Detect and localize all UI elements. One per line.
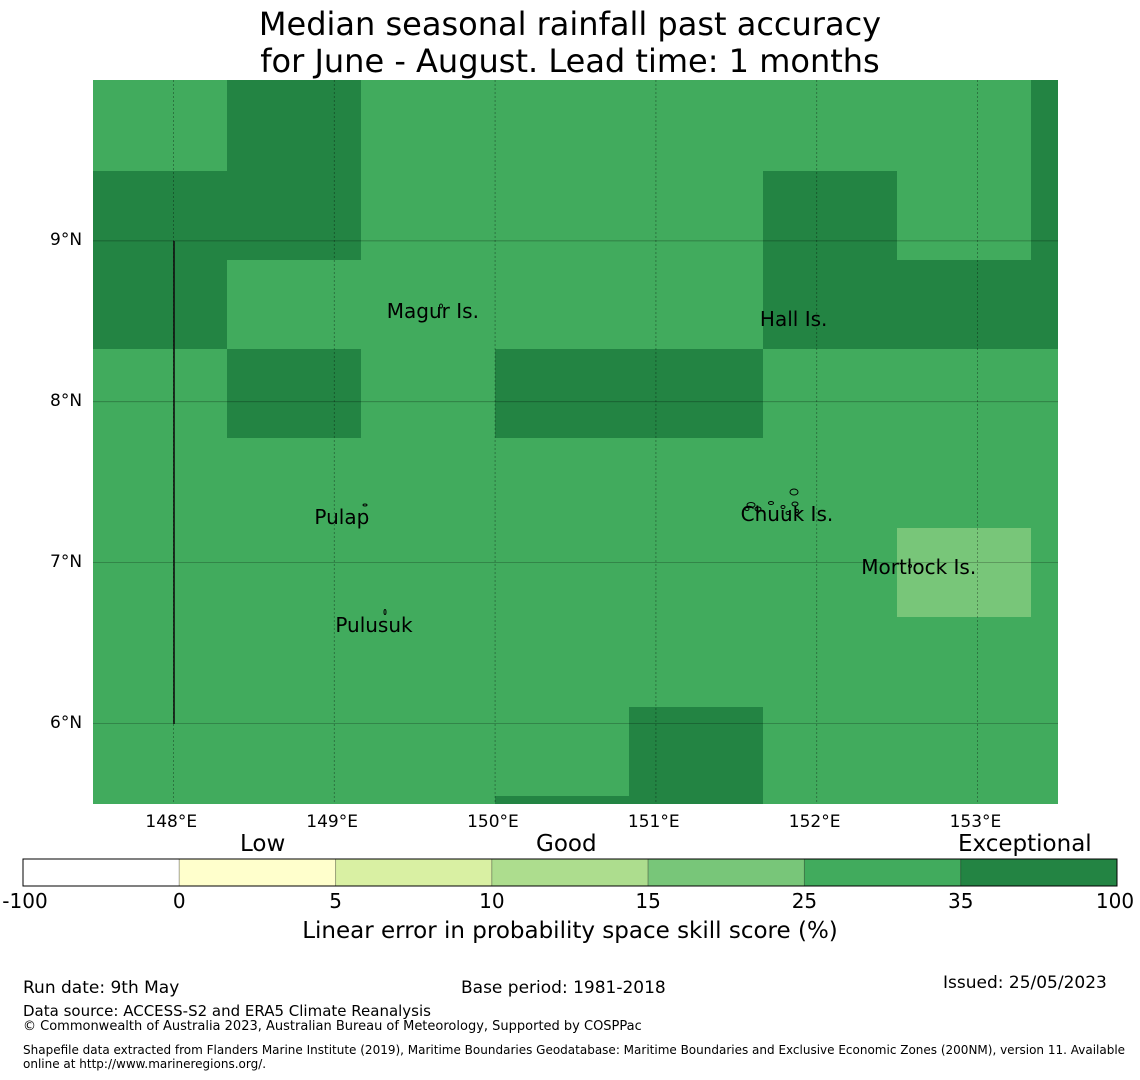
map-title-line-2: for June - August. Lead time: 1 months [260, 42, 880, 80]
skill-cell-exceptional-9 [495, 796, 629, 804]
colorbar-tick-4: 15 [635, 889, 661, 913]
map-title-line-1: Median seasonal rainfall past accuracy [258, 5, 882, 43]
island-chuuk-2 [768, 501, 774, 505]
skill-cell-exceptional-4 [495, 349, 763, 438]
lat-tick-9: 9°N [50, 229, 83, 250]
place-label-chuuk-is: Chuuk Is. [740, 502, 834, 526]
data-source: Data source: ACCESS-S2 and ERA5 Climate … [23, 1002, 431, 1020]
colorbar-category-exceptional: Exceptional [958, 831, 1092, 857]
colorbar-tick-5: 25 [791, 889, 818, 913]
island-outlines [362, 303, 912, 615]
colorbar-tick-3: 10 [479, 889, 505, 913]
colorbar-swatch-1 [178, 858, 337, 887]
island-chuuk-0 [746, 502, 756, 508]
skill-cell-exceptional-7 [1031, 80, 1058, 260]
colorbar-tick-0: -100 [2, 889, 48, 913]
place-label-pulusuk: Pulusuk [335, 613, 413, 638]
colorbar-category-good: Good [536, 831, 597, 857]
colorbar-swatch-0 [22, 858, 180, 887]
shapefile-credit-line-1: Shapefile data extracted from Flanders M… [23, 1043, 1126, 1057]
graticule [93, 80, 1058, 804]
colorbar-label: Linear error in probability space skill … [302, 918, 838, 944]
lon-tick-150: 150°E [467, 812, 519, 832]
shapefile-credit-line-2: online at http://www.marineregions.org/. [23, 1057, 267, 1071]
skill-cell-exceptional-2 [93, 260, 227, 349]
lat-tick-7: 7°N [50, 551, 83, 572]
base-period: Base period: 1981-2018 [461, 978, 666, 998]
colorbar-swatch-2 [335, 858, 493, 887]
lat-tick-6: 6°N [50, 712, 83, 733]
colorbar-category-low: Low [240, 831, 286, 857]
island-chuuk-4 [789, 488, 799, 496]
island-magur [439, 303, 443, 309]
island-chuuk-1 [754, 506, 762, 512]
issued-date: Issued: 25/05/2023 [943, 973, 1107, 993]
skill-cell-exceptional-5 [763, 171, 897, 349]
skill-grid [93, 80, 1058, 804]
place-label-mortlock-is: Mortlock Is. [861, 555, 977, 580]
island-chuuk-8 [744, 507, 750, 511]
island-pulap [362, 503, 368, 507]
skill-cell-exceptional-3 [227, 349, 361, 438]
colorbar-swatch-4 [647, 858, 805, 887]
lon-tick-148: 148°E [145, 812, 198, 832]
colorbar-swatches [22, 858, 1118, 887]
lon-tick-149: 149°E [306, 812, 358, 832]
run-date: Run date: 9th May [23, 978, 180, 998]
skill-cell-exceptional-8 [629, 707, 763, 804]
skill-cell-moderate [897, 528, 1031, 617]
colorbar-swatch-3 [491, 858, 649, 887]
place-label-pulap: Pulap [314, 505, 370, 530]
colorbar-swatch-5 [803, 858, 962, 887]
skill-cell-exceptional-6 [897, 260, 1058, 349]
copyright: © Commonwealth of Australia 2023, Austra… [23, 1019, 642, 1034]
lon-tick-151: 151°E [627, 812, 680, 832]
island-pulusuk [383, 609, 387, 615]
skill-cell-exceptional-1 [93, 171, 361, 260]
island-chuuk-5 [791, 501, 799, 507]
colorbar-tick-1: 0 [172, 889, 186, 913]
colorbar-tick-7: 100 [1095, 889, 1135, 913]
colorbar-tick-2: 5 [329, 889, 342, 913]
island-chuuk-3 [780, 505, 786, 509]
island-chuuk-6 [785, 511, 791, 515]
lat-tick-8: 8°N [50, 390, 83, 411]
lon-tick-153: 153°E [949, 812, 1002, 832]
place-label-magur-is: Magur Is. [386, 299, 479, 324]
colorbar-swatch-6 [960, 858, 1118, 887]
place-label-hall-is: Hall Is. [759, 307, 828, 332]
lon-tick-152: 152°E [788, 812, 841, 832]
colorbar-tick-6: 35 [947, 889, 974, 913]
skill-cell-exceptional-0 [227, 80, 361, 171]
island-mortlock [908, 564, 912, 568]
island-chuuk-7 [795, 509, 799, 513]
colorbar-frame [22, 858, 1118, 887]
